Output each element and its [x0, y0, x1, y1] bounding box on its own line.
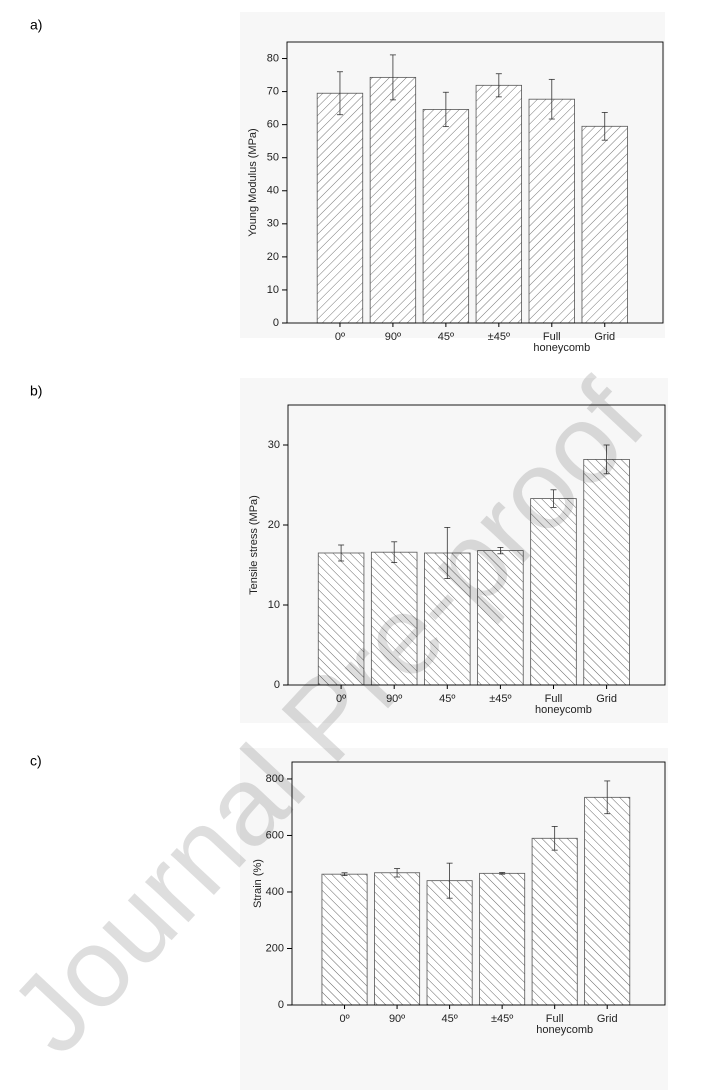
y-tick-label: 600	[266, 829, 284, 841]
x-tick-label: 45º	[439, 693, 455, 705]
x-tick-label: Grid	[596, 693, 617, 705]
bar	[317, 552, 365, 686]
x-tick-label: 90º	[386, 693, 402, 705]
x-tick-label: ±45º	[491, 1013, 513, 1025]
x-tick-label: 90º	[389, 1013, 405, 1025]
y-tick-label: 200	[266, 942, 284, 954]
plot-frame	[286, 41, 664, 324]
panel-label: b)	[30, 383, 42, 399]
bar	[583, 458, 630, 686]
x-tick-label: 45º	[441, 1013, 457, 1025]
bar	[584, 796, 631, 1006]
bar	[531, 837, 578, 1006]
bar	[321, 873, 368, 1006]
bar	[475, 84, 523, 324]
x-tick-label: 45º	[438, 331, 454, 343]
y-tick-label: 60	[267, 119, 279, 131]
x-tick-label: Grid	[597, 1013, 618, 1025]
y-axis-label: Young Modulus (MPa)	[247, 128, 259, 236]
bar	[426, 880, 473, 1006]
bar	[369, 76, 417, 324]
bar	[528, 98, 575, 324]
y-tick-label: 10	[267, 284, 279, 296]
y-tick-label: 30	[267, 218, 279, 230]
y-tick-label: 800	[266, 773, 284, 785]
y-tick-label: 80	[267, 52, 279, 64]
x-tick-label: 0º	[339, 1013, 349, 1025]
y-tick-label: 0	[274, 679, 280, 691]
y-tick-label: 70	[267, 85, 279, 97]
y-tick-label: 20	[267, 251, 279, 263]
y-axis-label: Tensile stress (MPa)	[248, 495, 260, 595]
bar	[370, 551, 418, 686]
x-tick-label: Full honeycomb	[535, 693, 592, 716]
x-tick-label: Full honeycomb	[536, 1013, 593, 1036]
y-tick-label: 30	[268, 439, 280, 451]
y-axis-label: Strain (%)	[252, 859, 264, 908]
y-tick-label: 0	[273, 317, 279, 329]
plot-frame	[291, 761, 666, 1006]
y-tick-label: 0	[278, 999, 284, 1011]
x-tick-label: Grid	[594, 331, 615, 343]
y-tick-label: 400	[266, 886, 284, 898]
x-tick-label: 0º	[335, 331, 345, 343]
x-tick-label: ±45º	[489, 693, 511, 705]
panel-label: a)	[30, 17, 42, 33]
x-tick-label: 0º	[336, 693, 346, 705]
bar	[316, 92, 364, 324]
x-tick-label: Full honeycomb	[533, 331, 590, 354]
bar	[477, 550, 524, 686]
y-tick-label: 10	[268, 599, 280, 611]
x-tick-label: 90º	[385, 331, 401, 343]
panel-label: c)	[30, 753, 42, 769]
y-tick-label: 20	[268, 519, 280, 531]
x-tick-label: ±45º	[488, 331, 510, 343]
bar	[581, 125, 628, 324]
y-tick-label: 50	[267, 152, 279, 164]
bar	[422, 109, 470, 324]
bar	[374, 872, 421, 1006]
bar	[479, 872, 526, 1006]
plot-frame	[287, 404, 666, 686]
y-tick-label: 40	[267, 185, 279, 197]
